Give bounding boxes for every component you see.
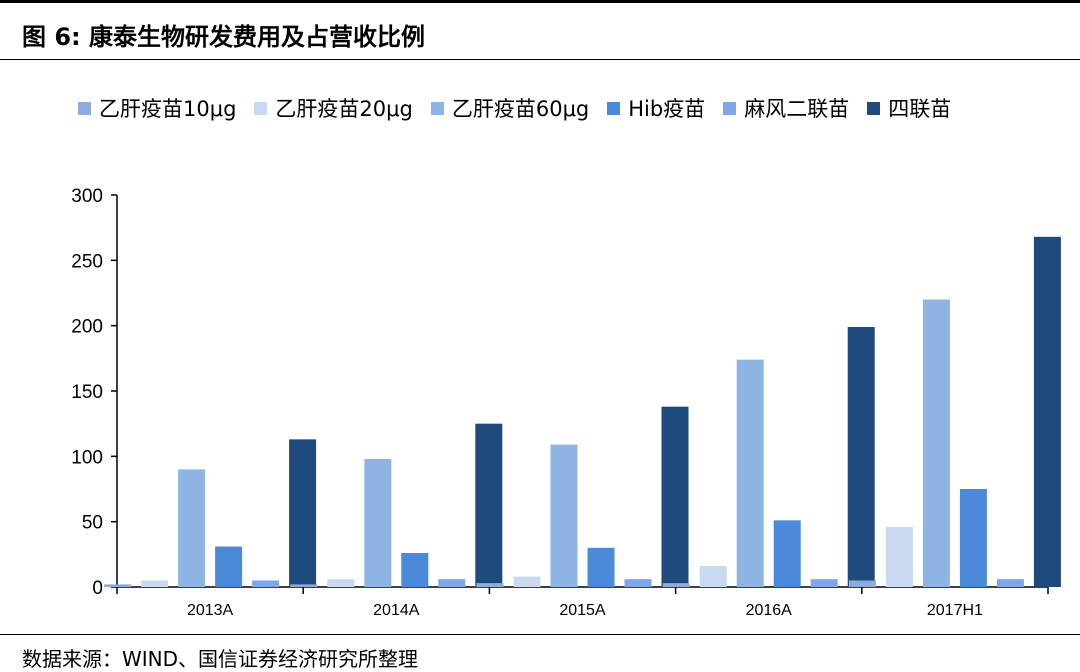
bar	[141, 580, 169, 587]
legend-item: 四联苗	[867, 93, 951, 123]
legend-swatch	[78, 101, 91, 115]
y-tick-label: 50	[82, 513, 103, 534]
y-tick-label: 0	[92, 578, 103, 599]
bar	[438, 579, 466, 587]
bar	[810, 579, 838, 587]
bar	[1033, 236, 1061, 587]
x-tick-label: 2014A	[373, 602, 420, 619]
bar	[847, 326, 875, 587]
y-tick-label: 200	[71, 317, 103, 338]
bar	[922, 299, 950, 587]
x-tick-label: 2017H1	[927, 602, 983, 619]
bar	[401, 553, 429, 587]
bar	[252, 580, 280, 587]
bar	[290, 584, 318, 587]
bar	[662, 583, 690, 587]
bar	[661, 406, 689, 587]
y-tick-label: 100	[71, 447, 103, 468]
legend-label: Hib疫苗	[628, 97, 706, 121]
bar	[327, 579, 355, 587]
bar	[289, 439, 317, 587]
legend-item: 乙肝疫苗10μg	[78, 93, 236, 123]
figure-title: 图 6: 康泰生物研发费用及占营收比例	[22, 23, 426, 51]
legend-label: 乙肝疫苗20μg	[275, 97, 413, 121]
legend-swatch	[254, 101, 268, 115]
y-tick-label: 250	[71, 251, 103, 272]
bar	[996, 579, 1024, 587]
legend-swatch	[607, 101, 621, 115]
legend-label: 乙肝疫苗60μg	[451, 97, 590, 121]
x-tick-label: 2016A	[746, 602, 793, 619]
legend-label: 乙肝疫苗10μg	[99, 97, 237, 121]
bar	[178, 469, 206, 587]
bar	[587, 547, 615, 587]
source-note: 数据来源：WIND、国信证券经济研究所整理	[22, 647, 419, 671]
legend-swatch	[430, 101, 444, 115]
bar	[475, 423, 503, 587]
bar	[513, 576, 541, 587]
y-tick-label: 150	[71, 382, 103, 403]
legend-swatch	[723, 101, 737, 115]
bar	[215, 546, 243, 587]
footer: 数据来源：WIND、国信证券经济研究所整理	[0, 634, 1080, 672]
legend-item: 乙肝疫苗60μg	[430, 93, 590, 123]
bar	[848, 580, 876, 587]
legend-label: 四联苗	[888, 97, 952, 121]
bar	[773, 520, 801, 587]
legend-item: 麻风二联苗	[723, 93, 849, 123]
bar	[736, 359, 764, 587]
bar	[885, 526, 913, 587]
bar	[959, 489, 987, 587]
legend-swatch	[867, 101, 881, 115]
legend-label: 麻风二联苗	[744, 97, 850, 121]
bar	[476, 583, 504, 587]
bar	[550, 444, 578, 587]
legend-item: 乙肝疫苗20μg	[254, 93, 413, 123]
x-tick-label: 2013A	[187, 602, 234, 619]
bar	[104, 584, 132, 587]
legend-item: Hib疫苗	[607, 93, 705, 123]
chart-legend: 乙肝疫苗10μg 乙肝疫苗20μg 乙肝疫苗60μg Hib疫苗 麻风二联苗 四联苗	[78, 93, 969, 123]
x-tick-label: 2015A	[559, 602, 606, 619]
figure-title-bar: 图 6: 康泰生物研发费用及占营收比例	[0, 0, 1080, 60]
bar	[624, 579, 652, 587]
bar	[364, 458, 392, 587]
bar	[699, 566, 727, 587]
y-tick-label: 300	[71, 186, 103, 207]
